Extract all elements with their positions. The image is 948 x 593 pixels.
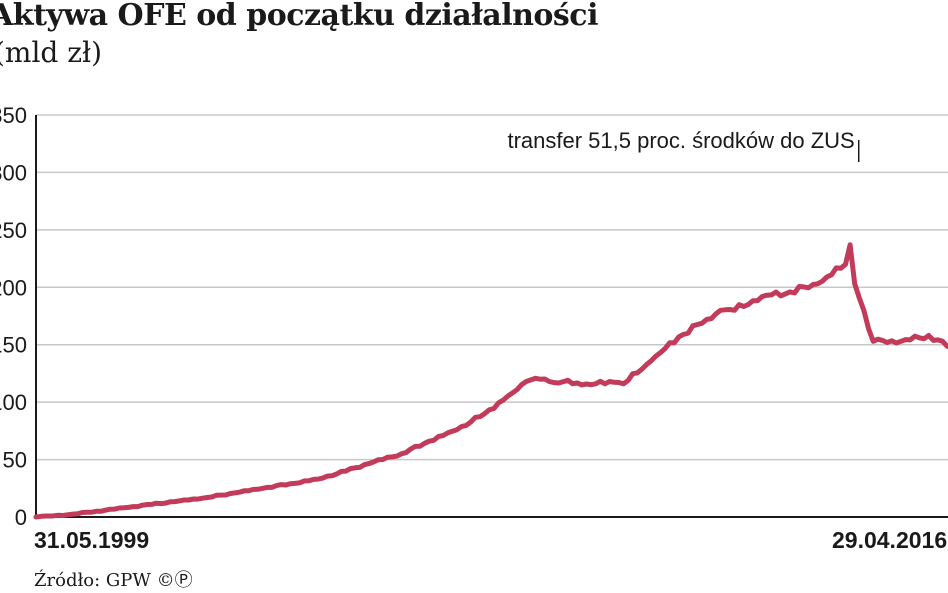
y-tick-label: 350 <box>0 103 27 128</box>
chart-title: Aktywa OFE od początku działalności <box>0 0 598 33</box>
y-tick-label: 200 <box>0 275 27 300</box>
y-tick-label: 0 <box>15 505 27 530</box>
x-tick-label: 31.05.1999 <box>34 527 149 553</box>
y-tick-label: 100 <box>0 390 27 415</box>
chart-subtitle: (mld zł) <box>0 36 103 69</box>
y-tick-label: 150 <box>0 333 27 358</box>
source-note: Źródło: GPW ©Ⓟ <box>34 570 193 591</box>
x-tick-label: 29.04.2016 <box>832 527 947 553</box>
y-tick-label: 300 <box>0 160 27 185</box>
annotation-label: transfer 51,5 proc. środków do ZUS <box>507 128 854 153</box>
y-axis-ticks: 0 50 100 150 200 250 300 350 <box>0 103 27 530</box>
y-tick-label: 250 <box>0 218 27 243</box>
y-tick-label: 50 <box>3 448 27 473</box>
series-line-assets <box>33 242 948 520</box>
x-axis-ticks: 31.05.1999 29.04.2016 <box>34 527 947 553</box>
